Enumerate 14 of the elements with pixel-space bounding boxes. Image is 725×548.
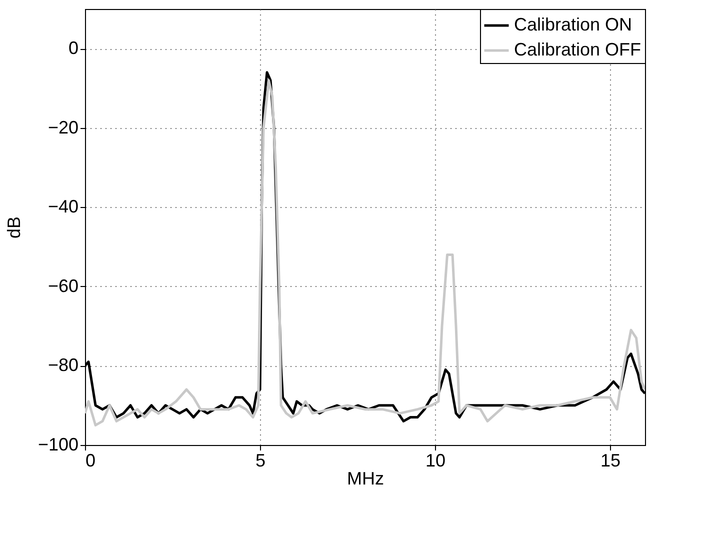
legend-label: Calibration ON: [514, 14, 632, 34]
y-tick-label: −60: [48, 276, 78, 296]
x-tick-label: 10: [425, 450, 446, 470]
y-tick-label: −20: [48, 117, 78, 138]
x-axis-title: MHz: [347, 468, 384, 488]
y-tick-label: −100: [38, 434, 78, 454]
x-tick-label: 0: [86, 450, 96, 470]
x-tick-label: 5: [255, 450, 266, 470]
y-tick-label: 0: [68, 38, 78, 58]
x-tick-label: 15: [600, 450, 621, 470]
y-axis-title: dB: [4, 216, 24, 239]
legend-label: Calibration OFF: [514, 40, 642, 60]
y-tick-label: −40: [48, 196, 78, 217]
y-tick-label: −80: [48, 355, 78, 376]
